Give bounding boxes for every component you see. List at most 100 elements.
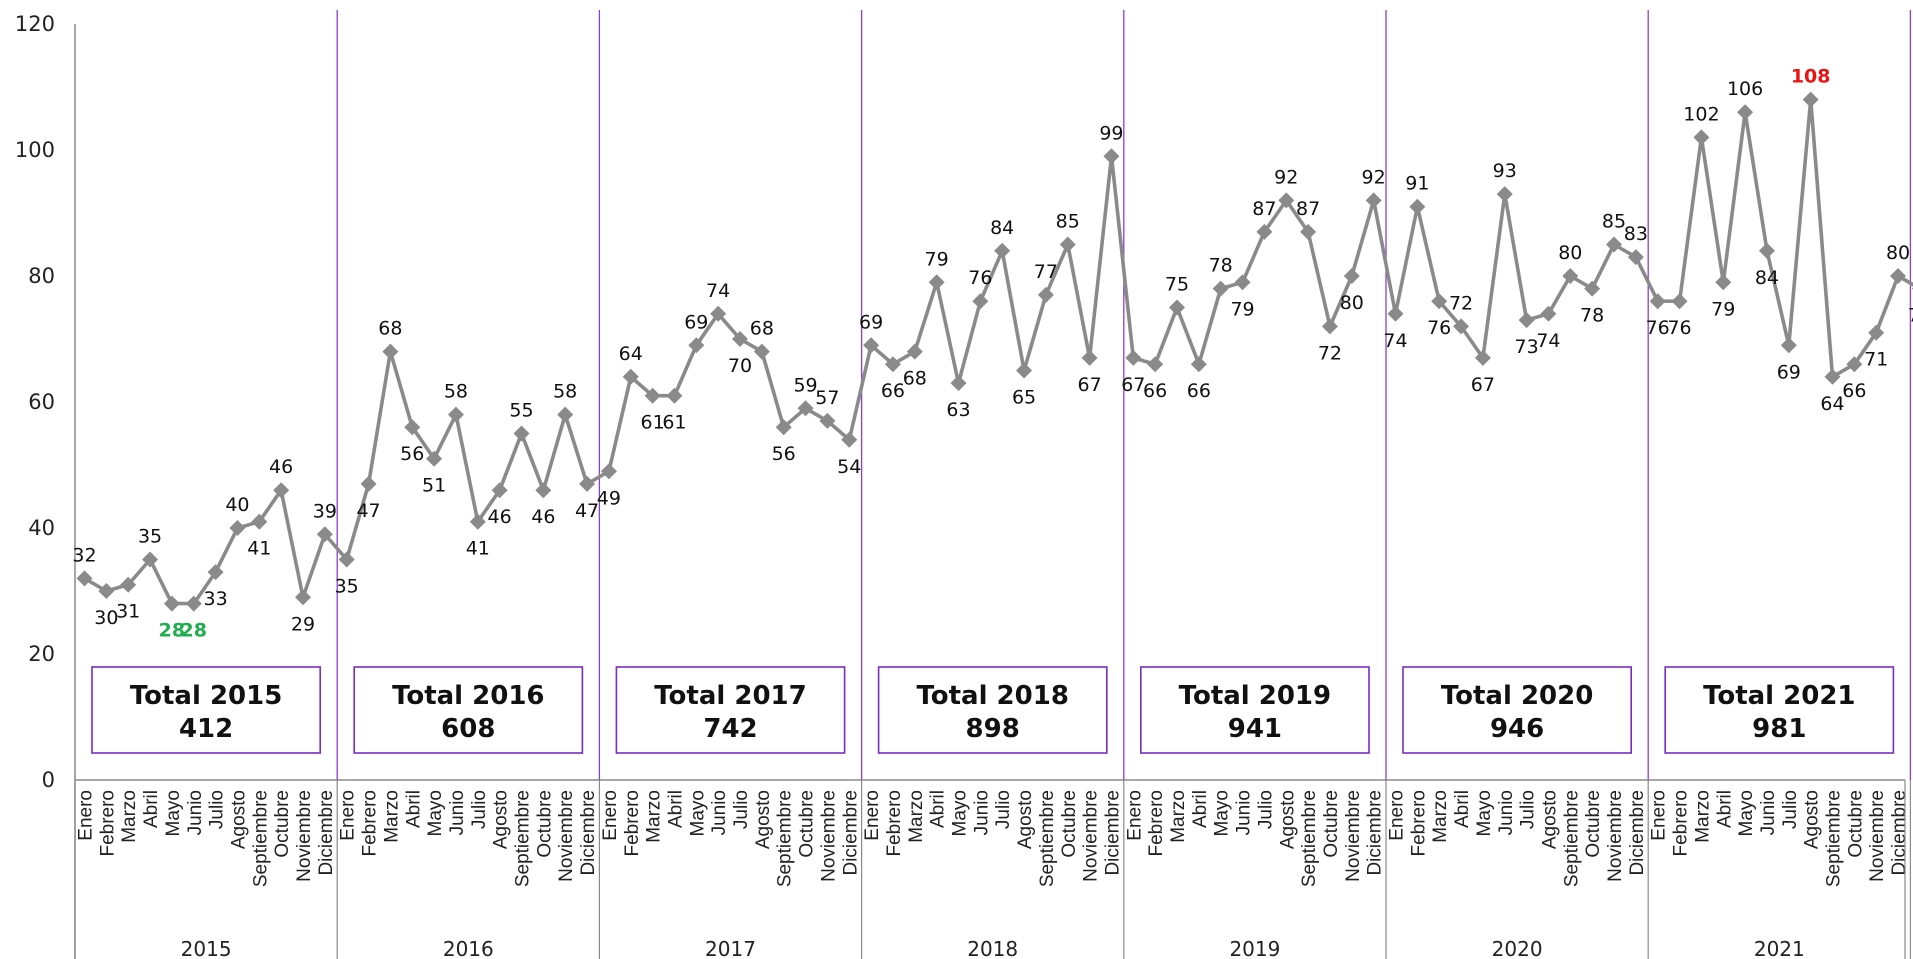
data-point-marker — [1125, 349, 1142, 366]
month-label: Diciembre — [1627, 790, 1648, 876]
total-label: Total 2019 — [1179, 681, 1331, 711]
data-point-marker — [732, 331, 748, 347]
data-point-marker — [1540, 305, 1557, 322]
total-value: 981 — [1752, 714, 1806, 744]
data-point-marker — [447, 406, 464, 423]
data-label: 68 — [378, 318, 402, 340]
month-label: Julio — [993, 790, 1014, 829]
total-label: Total 2018 — [916, 681, 1068, 711]
data-label: 56 — [772, 443, 796, 465]
month-label: Agosto — [1277, 790, 1298, 849]
data-label: 56 — [400, 443, 424, 465]
data-point-marker — [1890, 268, 1907, 284]
data-point-marker — [1059, 236, 1076, 253]
month-label: Octubre — [797, 790, 818, 858]
month-label: Diciembre — [316, 790, 337, 876]
total-value: 412 — [179, 714, 233, 744]
data-point-marker — [1343, 268, 1360, 284]
data-point-marker — [1584, 280, 1601, 297]
total-value: 946 — [1490, 714, 1544, 744]
data-label: 46 — [488, 506, 512, 528]
month-label: Abril — [1190, 790, 1211, 828]
data-label: 80 — [1340, 292, 1364, 314]
data-point-marker — [98, 583, 115, 599]
data-point-marker — [600, 463, 617, 480]
y-tick-label: 60 — [28, 390, 55, 414]
data-point-marker — [469, 513, 486, 530]
data-point-marker — [1409, 198, 1426, 215]
data-point-marker — [1780, 337, 1797, 354]
month-label: Enero — [600, 790, 621, 841]
data-label: 41 — [466, 538, 490, 560]
data-label: 61 — [641, 412, 665, 434]
data-label: 79 — [1711, 298, 1735, 320]
data-point-marker — [622, 368, 639, 385]
data-point-marker — [316, 526, 333, 543]
data-label: 68 — [903, 368, 927, 390]
data-label: 47 — [575, 500, 599, 522]
month-label: Septiembre — [775, 790, 796, 887]
total-box — [1402, 666, 1632, 754]
data-point-marker — [513, 425, 530, 442]
data-label: 41 — [247, 538, 271, 560]
month-label: Noviembre — [1605, 790, 1626, 882]
month-label: Mayo — [1736, 790, 1757, 836]
data-label: 74 — [1536, 330, 1560, 352]
data-label: 69 — [1777, 361, 1801, 383]
month-label: Julio — [1255, 790, 1276, 829]
month-label: Enero — [1911, 790, 1913, 841]
data-label: 29 — [291, 613, 315, 635]
month-label: Junio — [185, 790, 206, 835]
month-label: Octubre — [1845, 790, 1866, 858]
data-label: 85 — [1056, 211, 1080, 233]
month-label: Agosto — [1802, 790, 1823, 849]
data-label: 79 — [925, 248, 949, 270]
data-point-marker — [1868, 324, 1885, 341]
data-label: 51 — [422, 475, 446, 497]
data-label: 85 — [1602, 211, 1626, 233]
month-label: Julio — [1780, 790, 1801, 829]
series-line — [83, 97, 1913, 606]
data-label: 63 — [946, 399, 970, 421]
month-label: Enero — [1649, 790, 1670, 841]
total-label: Total 2020 — [1441, 681, 1593, 711]
total-label: Total 2021 — [1703, 681, 1855, 711]
month-label: Enero — [862, 790, 883, 841]
data-point-marker — [76, 570, 93, 587]
data-label: 83 — [1624, 223, 1648, 245]
data-label: 55 — [509, 400, 533, 422]
data-label: 31 — [116, 601, 140, 623]
data-point-marker — [185, 595, 202, 612]
month-label: Abril — [1452, 790, 1473, 828]
month-label: Agosto — [1015, 790, 1036, 849]
month-label: Junio — [1758, 790, 1779, 835]
total-box — [615, 666, 846, 754]
data-point-marker — [1300, 223, 1317, 240]
y-tick-label: 100 — [15, 138, 55, 162]
data-label: 74 — [1383, 330, 1407, 352]
total-value: 898 — [966, 714, 1020, 744]
year-label: 2020 — [1492, 937, 1543, 959]
data-point-marker — [120, 576, 137, 593]
total-label: Total 2016 — [392, 681, 544, 711]
data-point-marker — [994, 242, 1011, 259]
month-label: Noviembre — [1867, 790, 1888, 882]
total-value: 941 — [1228, 714, 1282, 744]
y-tick-label: 0 — [42, 768, 55, 792]
data-label: 84 — [1755, 267, 1779, 289]
data-label: 66 — [1143, 380, 1167, 402]
month-label: Diciembre — [1889, 790, 1910, 876]
month-label: Enero — [1387, 790, 1408, 841]
data-label: 69 — [859, 311, 883, 333]
data-label: 66 — [1187, 380, 1211, 402]
data-label: 99 — [1099, 122, 1123, 144]
month-label: Junio — [709, 790, 730, 835]
data-label: 91 — [1405, 173, 1429, 195]
data-point-marker — [797, 400, 814, 417]
month-label: Noviembre — [818, 790, 839, 882]
total-box — [91, 666, 321, 754]
data-point-marker — [753, 343, 770, 360]
data-label: 76 — [1667, 317, 1691, 339]
total-value: 608 — [441, 714, 495, 744]
month-label: Marzo — [906, 790, 927, 843]
